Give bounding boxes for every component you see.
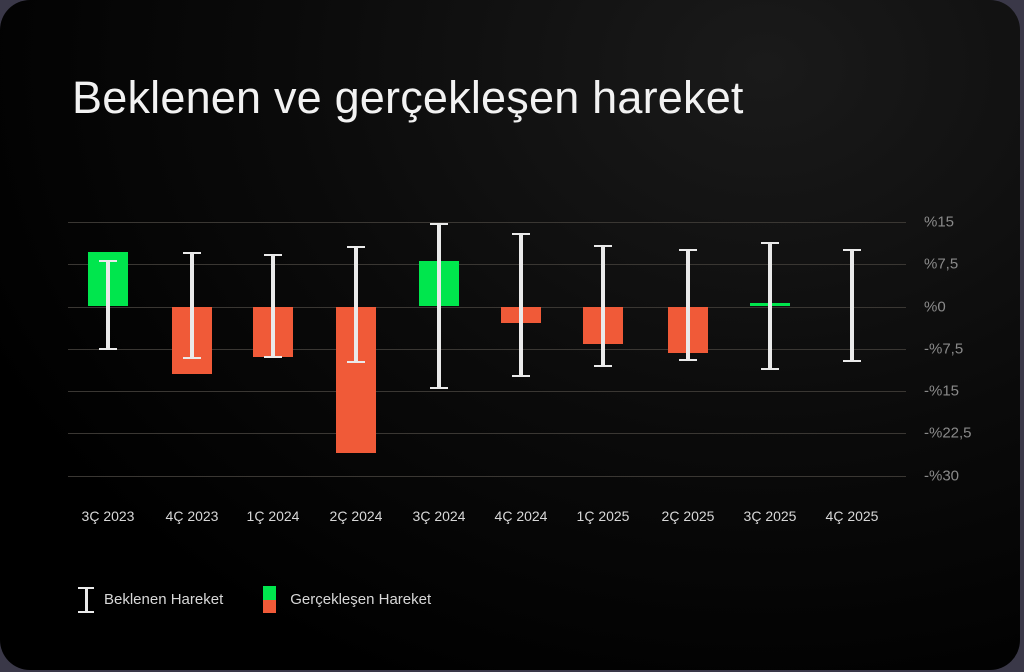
errorbar-cap-bottom [264, 355, 282, 358]
errorbar-cap-top [679, 249, 697, 252]
legend-label-actual: Gerçekleşen Hareket [290, 591, 432, 608]
errorbar-expected [768, 242, 772, 369]
y-tick-label: %0 [924, 298, 946, 315]
x-tick-label: 4Ç 2025 [825, 508, 879, 524]
gridline [68, 433, 906, 435]
gridline [68, 348, 906, 350]
errorbar-cap-top [183, 252, 201, 255]
legend: Beklenen Hareket Gerçekleşen Hareket [78, 586, 471, 613]
errorbar-cap-bottom [99, 347, 117, 350]
x-tick-label: 1Ç 2024 [246, 508, 300, 524]
errorbar-cap-bottom [679, 358, 697, 361]
errorbar-expected [106, 261, 110, 349]
errorbar-cap-top [761, 241, 779, 244]
errorbar-cap-bottom [512, 375, 530, 378]
errorbar-expected [601, 245, 605, 366]
errorbar-cap-top [430, 222, 448, 225]
errorbar-cap-top [594, 244, 612, 247]
x-tick-label: 1Ç 2025 [576, 508, 630, 524]
errorbar-expected [190, 253, 194, 359]
legend-label-expected: Beklenen Hareket [104, 591, 224, 608]
x-tick-label: 3Ç 2024 [412, 508, 466, 524]
chart-title: Beklenen ve gerçekleşen hareket [72, 72, 744, 123]
errorbar-expected [271, 254, 275, 357]
errorbar-cap-top [512, 232, 530, 235]
y-tick-label: -%15 [924, 382, 960, 400]
gridline [68, 391, 906, 393]
errorbar-cap-top [99, 260, 117, 263]
x-tick-label: 2Ç 2025 [661, 508, 715, 524]
errorbar-cap-bottom [594, 364, 612, 367]
errorbar-cap-top [264, 253, 282, 256]
x-tick-label: 2Ç 2024 [329, 508, 383, 524]
y-tick-label: -%30 [924, 467, 960, 485]
y-tick-label: -%22,5 [924, 424, 972, 442]
errorbar-cap-bottom [347, 360, 365, 363]
x-tick-label: 3Ç 2025 [743, 508, 797, 524]
gridline [68, 264, 906, 266]
errorbar-cap-bottom [843, 359, 861, 362]
legend-item-expected: Beklenen Hareket [78, 586, 224, 613]
errorbar-expected [354, 247, 358, 362]
gridline [68, 475, 906, 477]
legend-item-actual: Gerçekleşen Hareket [263, 586, 431, 613]
errorbar-icon [78, 586, 94, 613]
errorbar-cap-top [843, 249, 861, 252]
errorbar-expected [850, 250, 854, 361]
errorbar-expected [519, 233, 523, 377]
x-tick-label: 4Ç 2023 [165, 508, 219, 524]
y-tick-label: %7,5 [924, 255, 959, 273]
y-tick-label: -%7,5 [924, 340, 964, 358]
errorbar-expected [686, 250, 690, 360]
y-tick-label: %15 [924, 213, 955, 231]
errorbar-cap-bottom [430, 386, 448, 389]
errorbar-cap-top [347, 246, 365, 249]
errorbar-expected [437, 223, 441, 388]
x-tick-label: 3Ç 2023 [81, 508, 135, 524]
bar-swatch-icon [263, 586, 277, 613]
x-tick-label: 4Ç 2024 [494, 508, 548, 524]
gridline [68, 221, 906, 223]
errorbar-cap-bottom [761, 367, 779, 370]
gridline [68, 306, 906, 308]
errorbar-cap-bottom [183, 357, 201, 360]
